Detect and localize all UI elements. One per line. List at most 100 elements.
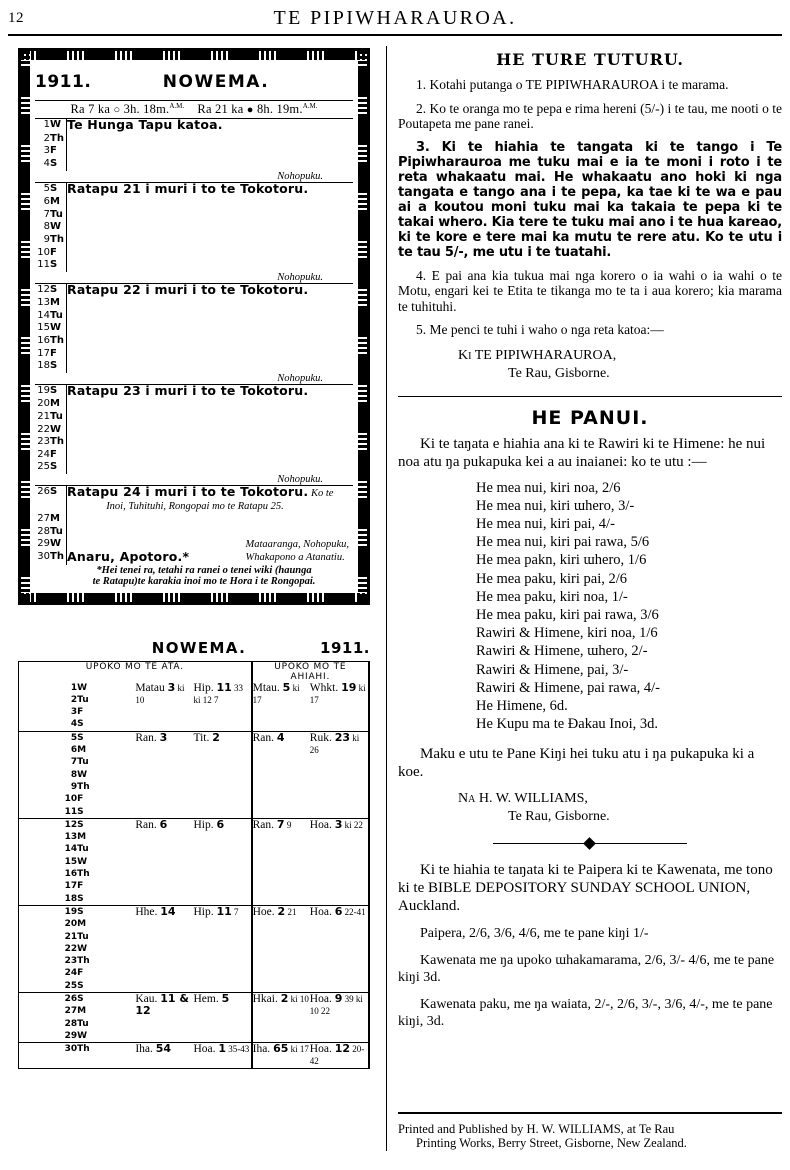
lectionary-weekday: Tu [77,1018,89,1029]
calendar-day-number: 28 [37,525,50,537]
imprint-line-1: Printed and Published by H. W. WILLIAMS,… [398,1122,675,1136]
moon-first-label: Ra 7 ka [70,102,111,117]
calendar-day-number: 26 [37,486,50,497]
calendar-day-row: 19 S Ratapu 23 i muri i to te Tokotoru. [35,384,354,399]
calendar-weekday: Tu [50,309,67,323]
calendar-event-title: Anaru, Apotoro.* [67,548,190,564]
calendar-weekday: W [50,538,67,551]
calendar-weekday: S [50,485,67,514]
calendar-day-number: 13 [37,297,50,309]
lectionary-header-morning: UPOKO MO TE ATA. [85,661,184,672]
calendar-weekday: Th [50,233,67,247]
lectionary-weekday: M [77,919,87,930]
calendar-day-row: 21 Tu [35,411,353,424]
calendar-day-row: 27 M [35,513,353,526]
calendar-note-row: Nohopuku. [35,272,353,284]
price-list-item: He mea pakn, kiri ɯhero, 1/6 [476,552,647,569]
lectionary-row: 2 Tu [19,694,368,706]
lectionary-day-number: 21 [64,931,78,942]
calendar-day-number: 7 [43,208,50,220]
rules-address-line-1: Ki TE PIPIWHARAUROA, [458,348,782,364]
lectionary-day-number: 26 [64,993,78,1004]
lectionary-reference: Hip. 11 7 [193,905,253,993]
price-list-item: Rawiri & Himene, pai, 3/- [476,661,629,678]
lectionary-reference: Hhe. 14 [135,904,176,918]
lectionary-row: 29 W [19,1030,368,1043]
calendar-day-number: 14 [37,309,50,321]
calendar-note-row: Nohopuku. [35,474,353,486]
calendar-footnote-line-2: te Ratapu)te karakia inoi mo te Hora i t… [92,575,316,587]
lectionary-weekday: S [77,906,84,917]
calendar-year: 1911. [35,72,92,92]
price-list-item: Rawiri & Himene, pai rawa, 4/- [476,679,661,696]
lectionary-row: 18 S [19,893,368,906]
lectionary-row: 1 W Matau 3 ki 10 Hip. 11 33 ki 12 7 Mtau. 5… [19,681,368,732]
depository-line-1: Paipera, 2/6, 3/6, 4/6, me te pane kiŋi … [420,926,649,942]
calendar-day-number: 16 [37,335,50,347]
lectionary-reference: Hip. 11 33 ki 12 7 [193,681,253,732]
ornament-top [21,51,367,60]
calendar-day-number: 19 [37,384,50,396]
lectionary-row: 12 S Ran. 6 Hip. 6 Ran. 7 9 Hoa. 3 ki 22 [19,818,368,906]
lectionary-weekday: F [77,707,84,718]
lectionary-weekday: S [77,893,84,904]
calendar-event-cell [67,526,354,539]
lectionary-weekday: M [77,745,87,756]
calendar-day-number: 9 [43,233,50,245]
lectionary-day-number: 3 [70,707,78,718]
calendar-day-number: 4 [43,157,50,169]
depository-line-3: Kawenata paku, me ŋa waiata, 2/-, 2/6, 3… [398,997,773,1030]
calendar-event-cell [67,449,354,462]
lectionary-weekday: W [77,769,88,780]
calendar-event-cell: Ratapu 23 i muri i to te Tokotoru. [67,384,354,398]
lectionary-row: 22 W [19,943,368,955]
calendar-day-number: 3 [43,145,50,157]
lectionary-day-number: 13 [64,832,78,843]
calendar-day-row: 17 F [35,347,354,361]
left-column: 1911. NOWEMA. Ra 7 ka ○ 3h. 18m.A.M. Ra … [10,44,378,1154]
calendar-frame: 1911. NOWEMA. Ra 7 ka ○ 3h. 18m.A.M. Ra … [18,48,370,605]
right-column: HE TURE TUTURU. 1. Kotahi putanga o TE P… [398,50,782,1160]
calendar-event-cell [67,145,354,158]
calendar-day-row: 7 Tu [35,208,353,222]
lectionary-weekday: S [77,732,84,743]
lectionary-day-number: 15 [64,856,78,867]
calendar-event-cell [67,310,354,323]
calendar-weekday: S [50,461,67,474]
depository-line-2: Kawenata me ŋa upoko ɯhakamarama, 2/6, 3… [398,953,775,986]
lectionary-day-number: 16 [64,869,78,880]
calendar-event-cell [67,259,354,272]
lectionary-weekday: Tu [77,844,89,855]
lectionary-day-number: 5 [70,732,78,743]
lectionary-day-number: 28 [64,1018,78,1029]
calendar-day-row: 16 Th [35,335,353,348]
lectionary-day-number: 11 [64,806,78,817]
lectionary-weekday: Tu [77,694,89,705]
lectionary-reference: Mtau. 5 ki 17 [252,680,300,705]
calendar-day-number: 27 [37,513,50,525]
lectionary-weekday: W [77,856,88,867]
calendar-day-row: 15 W [35,322,353,336]
calendar-event-cell [67,348,354,361]
publication-title: TE PIPIWHARAUROA. [273,7,517,29]
price-list-item: Rawiri & Himene, ɯhero, 2/- [476,643,648,660]
lectionary-row: 10 F [19,793,368,805]
rule-item-2: 2. Ko te oranga mo te pepa e rima hereni… [398,100,782,132]
calendar-event-cell [67,436,354,449]
calendar-weekday: W [50,423,67,437]
calendar-weekday: F [50,246,67,260]
lectionary-row: 21 Tu [19,931,368,943]
panui-signature-2: Te Rau, Gisborne. [508,809,610,825]
calendar-day-number: 8 [43,221,50,233]
lectionary-reference: Whkt. 19 ki 17 [309,680,366,705]
price-list-item: He mea nui, kiri ɯhero, 3/- [476,497,635,514]
calendar-weekday: M [50,398,67,412]
calendar-weekday: S [50,182,67,197]
calendar-day-number: 18 [37,360,50,372]
